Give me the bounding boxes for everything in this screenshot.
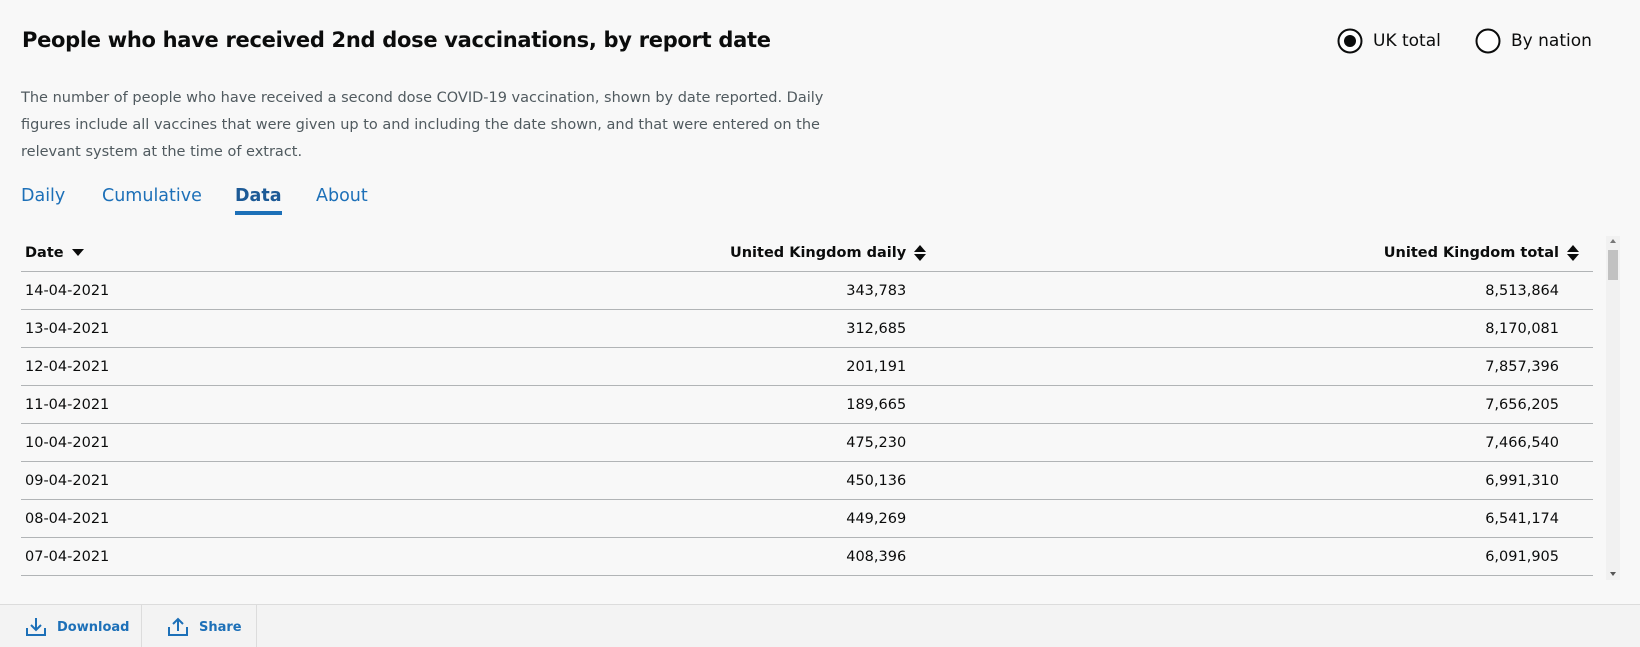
table-row: 12-04-2021 201,191 7,857,396 — [21, 347, 1593, 386]
number-cell: 312,685 — [649, 309, 965, 348]
number-cell: 450,136 — [649, 461, 965, 500]
number-cell: 449,269 — [649, 499, 965, 538]
title: People who have received 2nd dose vaccin… — [22, 28, 771, 52]
data-table: Date United Kingdom daily United Kingdom… — [21, 234, 1593, 576]
number-cell: 343,783 — [649, 271, 965, 310]
date-cell: 07-04-2021 — [21, 537, 650, 576]
number-cell: 6,091,905 — [964, 537, 1593, 576]
scrollbar[interactable] — [1606, 236, 1620, 580]
number-cell: 6,991,310 — [964, 461, 1593, 500]
table-row: 09-04-2021 450,136 6,991,310 — [21, 461, 1593, 500]
footer: Download Share — [0, 604, 1640, 647]
sort-desc-icon — [71, 248, 84, 256]
table-row: 08-04-2021 449,269 6,541,174 — [21, 499, 1593, 538]
date-cell: 10-04-2021 — [21, 423, 650, 462]
tab[interactable]: About — [316, 186, 368, 206]
action-label: Download — [57, 619, 130, 635]
radio-by-nation[interactable]: By nation — [1475, 28, 1592, 54]
table-row: 11-04-2021 189,665 7,656,205 — [21, 385, 1593, 424]
date-cell: 13-04-2021 — [21, 309, 650, 348]
action-label: Share — [199, 619, 242, 635]
header-text: United Kingdom total — [1383, 244, 1559, 261]
sort-icon — [914, 244, 927, 261]
divider — [141, 605, 142, 647]
table-row: 10-04-2021 475,230 7,466,540 — [21, 423, 1593, 462]
radio-label: UK total — [1373, 31, 1441, 51]
date-cell: 09-04-2021 — [21, 461, 650, 500]
download-icon — [26, 618, 46, 636]
share-icon — [168, 617, 188, 636]
divider — [256, 605, 257, 647]
scrollbar-graphic — [1608, 239, 1618, 576]
date-cell: 14-04-2021 — [21, 271, 650, 310]
table-container: Date United Kingdom daily United Kingdom… — [21, 234, 1593, 576]
radio-icon — [1337, 28, 1363, 54]
number-cell: 6,541,174 — [964, 499, 1593, 538]
table-body: 14-04-2021 343,783 8,513,864 13-04-2021 312,… — [21, 271, 1593, 576]
date-cell: 12-04-2021 — [21, 347, 650, 386]
radio-label: By nation — [1511, 31, 1592, 51]
number-cell: 475,230 — [649, 423, 965, 462]
column-header[interactable]: Date — [21, 234, 650, 272]
tab[interactable]: Cumulative — [102, 186, 202, 206]
table-row: 14-04-2021 343,783 8,513,864 — [21, 271, 1593, 310]
number-cell: 189,665 — [649, 385, 965, 424]
sort-icon — [1567, 244, 1579, 261]
download-button[interactable]: Download — [25, 613, 129, 641]
tab-active[interactable]: Data — [235, 186, 282, 215]
table-row: 13-04-2021 312,685 8,170,081 — [21, 309, 1593, 348]
header-text: United Kingdom daily — [729, 244, 907, 261]
number-cell: 7,656,205 — [964, 385, 1593, 424]
description: The number of people who have received a… — [21, 90, 824, 160]
date-cell: 08-04-2021 — [21, 499, 650, 538]
tab[interactable]: Daily — [21, 186, 66, 206]
radio-icon — [1475, 28, 1501, 54]
number-cell: 8,513,864 — [964, 271, 1593, 310]
header-text: Date — [25, 244, 64, 261]
number-cell: 201,191 — [649, 347, 965, 386]
column-header[interactable]: United Kingdom daily — [649, 234, 965, 272]
radio-uk-total[interactable]: UK total — [1337, 28, 1441, 54]
table-row: 07-04-2021 408,396 6,091,905 — [21, 537, 1593, 576]
number-cell: 7,466,540 — [964, 423, 1593, 462]
number-cell: 7,857,396 — [964, 347, 1593, 386]
number-cell: 8,170,081 — [964, 309, 1593, 348]
number-cell: 408,396 — [649, 537, 965, 576]
share-button[interactable]: Share — [167, 613, 242, 641]
date-cell: 11-04-2021 — [21, 385, 650, 424]
column-header[interactable]: United Kingdom total — [964, 234, 1593, 272]
